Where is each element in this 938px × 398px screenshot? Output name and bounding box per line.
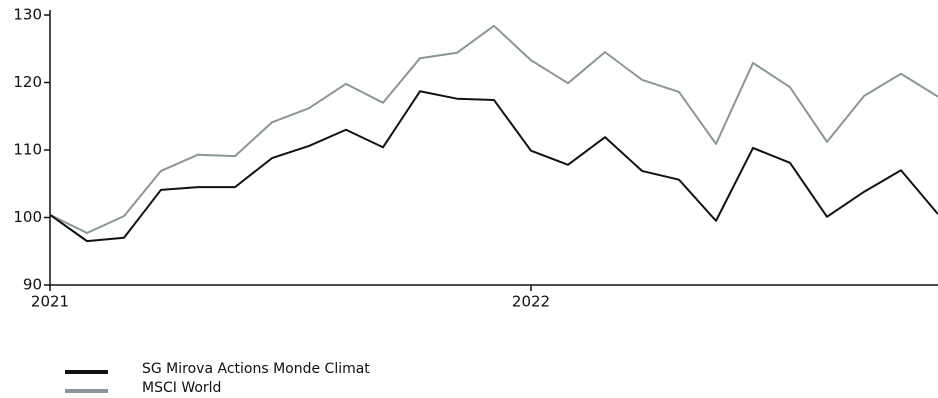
series-line bbox=[49, 90, 938, 243]
legend-label: MSCI World bbox=[142, 380, 221, 396]
y-tick-label: 110 bbox=[13, 141, 42, 159]
y-tick-label: 90 bbox=[23, 276, 42, 294]
y-tick-label: 130 bbox=[13, 6, 42, 24]
series-line bbox=[49, 24, 938, 235]
y-tick-label: 100 bbox=[13, 208, 42, 226]
x-tick-label: 2021 bbox=[31, 293, 69, 311]
y-tick-label: 120 bbox=[13, 73, 42, 91]
legend-label: SG Mirova Actions Monde Climat bbox=[142, 361, 370, 377]
x-tick-label: 2022 bbox=[512, 293, 550, 311]
